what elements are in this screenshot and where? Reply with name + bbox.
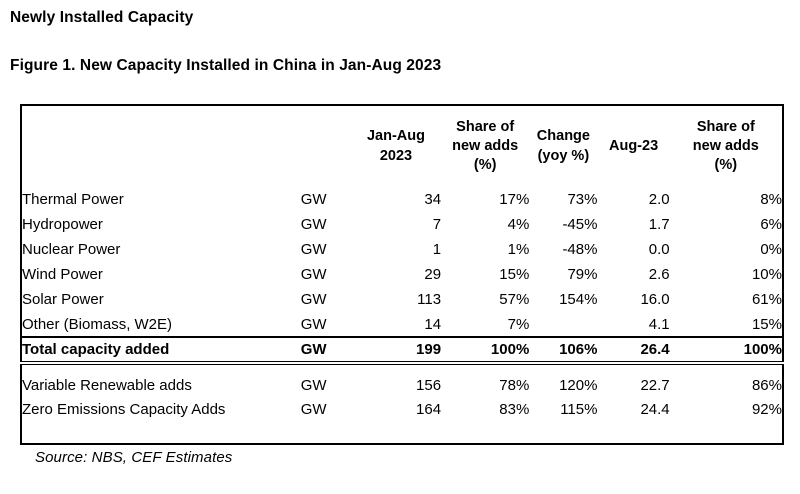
- table-bottom-spacer: [21, 422, 783, 444]
- cell-aug-23: 4.1: [597, 312, 670, 338]
- cell-share-month: 100%: [669, 337, 783, 365]
- cell-share-period: 100%: [441, 337, 530, 365]
- cell-share-month: 8%: [760, 191, 782, 208]
- source-note: Source: NBS, CEF Estimates: [35, 449, 233, 466]
- table-row-zero-emissions-capacity-adds: Zero Emissions Capacity Adds GW 164 83% …: [21, 397, 783, 422]
- cell-aug-23: 1.7: [648, 216, 670, 233]
- cell-share-month: 92%: [751, 401, 782, 418]
- table-row-thermal-power: Thermal Power GW 34 17% 73% 2.0 8%: [21, 187, 783, 212]
- row-unit: GW: [300, 401, 327, 418]
- row-label: Other (Biomass, W2E): [21, 312, 301, 338]
- cell-share-period: 17%: [499, 191, 530, 208]
- header-change-yoy: Change (yoy %): [536, 128, 590, 164]
- cell-aug-23: 26.4: [597, 337, 670, 365]
- cell-change-yoy: 154%: [559, 291, 598, 308]
- cell-change-yoy: 120%: [559, 377, 598, 394]
- cell-jan-aug: 14: [350, 312, 442, 338]
- cell-change-yoy: -48%: [562, 241, 598, 258]
- row-unit: GW: [300, 191, 327, 208]
- cell-share-period: 15%: [499, 266, 530, 283]
- table-row-total-capacity-added: Total capacity added GW 199 100% 106% 26…: [21, 337, 783, 365]
- row-unit: GW: [300, 291, 327, 308]
- cell-share-month: 61%: [751, 291, 782, 308]
- cell-jan-aug: 29: [424, 266, 442, 283]
- cell-aug-23: 16.0: [640, 291, 670, 308]
- cell-aug-23: 24.4: [640, 401, 670, 418]
- cell-aug-23: 22.7: [640, 377, 670, 394]
- cell-jan-aug: 1: [432, 241, 442, 258]
- cell-change-yoy: 115%: [560, 401, 598, 418]
- table-row-other-biomass-w2e: Other (Biomass, W2E) GW 14 7% 4.1 15%: [21, 312, 783, 338]
- row-label: Thermal Power: [22, 191, 124, 208]
- cell-jan-aug: 113: [417, 291, 442, 308]
- table-row-hydropower: Hydropower GW 7 4% -45% 1.7 6%: [21, 212, 783, 237]
- cell-change-yoy: 79%: [567, 266, 598, 283]
- row-unit: GW: [300, 377, 327, 394]
- cell-change-yoy: 73%: [567, 191, 598, 208]
- table-row-wind-power: Wind Power GW 29 15% 79% 2.6 10%: [21, 262, 783, 287]
- cell-share-period: 57%: [499, 291, 530, 308]
- cell-share-month: 10%: [751, 266, 782, 283]
- header-row: Jan-Aug 2023 Share of new adds (%) Chang…: [21, 105, 783, 187]
- row-unit: GW: [300, 312, 351, 338]
- cell-jan-aug: 164: [416, 401, 442, 418]
- row-unit: GW: [300, 337, 351, 365]
- header-jan-aug-2023: Jan-Aug 2023: [366, 128, 425, 164]
- header-share-new-adds-period: Share of new adds (%): [452, 118, 519, 174]
- cell-aug-23: 2.6: [648, 266, 670, 283]
- cell-share-month: 86%: [751, 377, 782, 394]
- cell-jan-aug: 7: [432, 216, 442, 233]
- row-unit: GW: [300, 266, 327, 283]
- cell-share-period: 78%: [499, 377, 530, 394]
- row-label: Solar Power: [22, 291, 104, 308]
- cell-share-period: 7%: [441, 312, 530, 338]
- cell-share-month: 15%: [669, 312, 783, 338]
- header-aug-23: Aug-23: [608, 137, 659, 154]
- document: Newly Installed Capacity Figure 1. New C…: [0, 9, 800, 466]
- row-unit: GW: [300, 241, 327, 258]
- capacity-table: Jan-Aug 2023 Share of new adds (%) Chang…: [20, 104, 784, 445]
- cell-share-period: 1%: [507, 241, 530, 258]
- table-row-variable-renewable-adds: Variable Renewable adds GW 156 78% 120% …: [21, 363, 783, 397]
- cell-aug-23: 0.0: [648, 241, 670, 258]
- header-label-empty: [21, 105, 301, 187]
- cell-jan-aug: 199: [350, 337, 442, 365]
- cell-share-period: 83%: [499, 401, 530, 418]
- header-unit-empty: [301, 105, 351, 187]
- page-title: Newly Installed Capacity: [10, 9, 194, 26]
- cell-aug-23: 2.0: [648, 191, 670, 208]
- cell-jan-aug: 34: [424, 191, 442, 208]
- row-label: Variable Renewable adds: [22, 377, 192, 394]
- row-label: Zero Emissions Capacity Adds: [22, 401, 226, 418]
- table-row-nuclear-power: Nuclear Power GW 1 1% -48% 0.0 0%: [21, 237, 783, 262]
- row-label: Nuclear Power: [22, 241, 121, 258]
- cell-jan-aug: 156: [416, 377, 442, 394]
- cell-share-month: 6%: [760, 216, 782, 233]
- cell-share-month: 0%: [760, 241, 782, 258]
- row-label: Total capacity added: [21, 337, 301, 365]
- row-unit: GW: [300, 216, 327, 233]
- cell-change-yoy: 106%: [529, 337, 598, 365]
- spacer-cell: [21, 422, 783, 444]
- row-label: Wind Power: [22, 266, 103, 283]
- cell-change-yoy: [529, 312, 598, 338]
- table-row-solar-power: Solar Power GW 113 57% 154% 16.0 61%: [21, 287, 783, 312]
- header-share-new-adds-month: Share of new adds (%): [692, 118, 759, 174]
- cell-change-yoy: -45%: [562, 216, 598, 233]
- cell-share-period: 4%: [507, 216, 530, 233]
- figure-caption: Figure 1. New Capacity Installed in Chin…: [10, 57, 442, 74]
- row-label: Hydropower: [22, 216, 103, 233]
